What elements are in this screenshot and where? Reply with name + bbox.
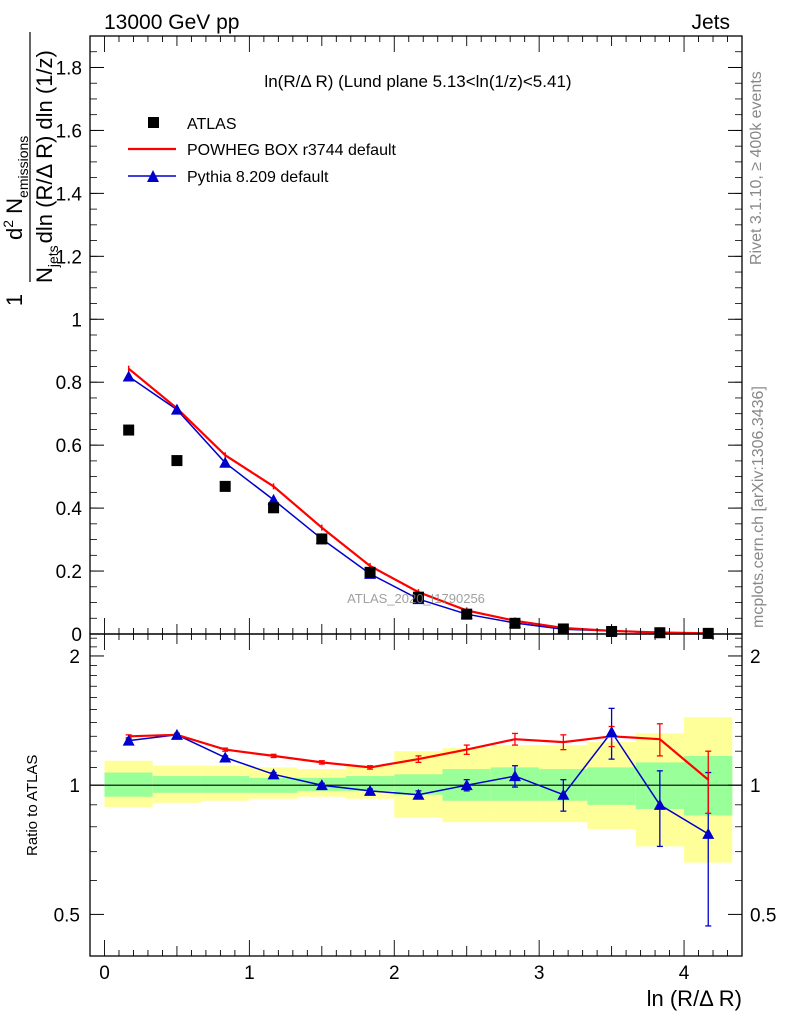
main-ytick-label: 1.4 (56, 184, 83, 205)
atlas-point (461, 608, 473, 620)
main-ytick-label: 1.6 (56, 121, 82, 142)
ylabel-n: N (32, 267, 57, 283)
header-left: 13000 GeV pp (104, 11, 239, 34)
ylabel-denominator-text: Njets dln (R/Δ R) dln (1/z) (32, 50, 61, 283)
main-ytick-label: 0.8 (56, 373, 82, 394)
main-ytick-label: 1 (71, 310, 82, 331)
main-ytick-label: 0.6 (56, 436, 82, 457)
ratio-pythia-point (122, 734, 135, 746)
ratio-ytick-label: 0.5 (54, 905, 80, 926)
inner-band-bin (152, 776, 202, 793)
xtick-label: 3 (534, 963, 545, 984)
ratio-ytick-label: 1 (69, 776, 80, 797)
main-ytick-label: 0 (71, 625, 82, 646)
ratio-axes: 0.5 0.5 1 1 2 2 0 1 2 3 4 (54, 633, 776, 984)
legend: ATLAS POWHEG BOX r3744 default Pythia 8.… (128, 116, 397, 186)
pythia-point (170, 403, 183, 415)
mcplots-label: mcplots.cern.ch [arXiv:1306.3436] (750, 386, 767, 628)
ylabel-numerator: d2 Nemissions (0, 136, 31, 240)
atlas-point (364, 566, 376, 578)
ratio-ytick-label-right: 0.5 (750, 905, 776, 926)
analysis-watermark: ATLAS_2020_I1790256 (347, 591, 485, 606)
ratio-pythia-point (267, 768, 280, 780)
legend-atlas-marker (148, 117, 159, 128)
atlas-point (509, 617, 521, 629)
main-ylabel: 1 d2 Nemissions Njets dln (R/Δ R) dln (1/… (0, 32, 61, 306)
xtick-label: 0 (99, 963, 110, 984)
xtick-label: 4 (679, 963, 690, 984)
rivet-label: Rivet 3.1.10, ≥ 400k events (748, 71, 765, 265)
xtick-label: 1 (244, 963, 255, 984)
ratio-ytick-label-right: 2 (750, 647, 761, 668)
ylabel-n-sub: jets (45, 245, 61, 268)
legend-powheg-label: POWHEG BOX r3744 default (187, 142, 397, 159)
ylabel-n2-sub: emissions (15, 136, 31, 198)
ratio-pythia-point (460, 779, 473, 791)
ratio-ytick-label-right: 1 (750, 776, 761, 797)
ratio-pythia-point (219, 751, 232, 763)
inner-band-bin (394, 774, 443, 795)
plot-title: ln(R/Δ R) (Lund plane 5.13<ln(1/z)<5.41) (264, 72, 571, 91)
main-ytick-label: 0.4 (56, 499, 83, 520)
ratio-pythia-point (508, 770, 521, 782)
ratio-pythia-point (702, 827, 715, 839)
main-ytick-label: 1.8 (56, 58, 82, 79)
ratio-pythia-point (653, 798, 666, 810)
atlas-point (219, 480, 231, 492)
atlas-point (171, 455, 183, 467)
x-axis-title: ln (R/Δ R) (647, 986, 742, 1011)
header-right: Jets (691, 11, 730, 34)
pythia-point (219, 456, 232, 468)
inner-band-bin (201, 776, 250, 793)
ylabel-d2-sup: 2 (0, 220, 16, 228)
atlas-point (412, 591, 424, 603)
ylabel-n2: N (2, 198, 27, 220)
ratio-pythia-point (557, 788, 570, 800)
main-ytick-label: 0.2 (56, 562, 82, 583)
ratio-pythia-point (364, 784, 377, 796)
ratio-ylabel: Ratio to ATLAS (24, 755, 41, 856)
ylabel-one: 1 (2, 294, 27, 306)
atlas-point (654, 627, 666, 639)
xtick-label: 2 (389, 963, 400, 984)
inner-band-bin (346, 776, 395, 791)
ratio-frame (89, 633, 743, 957)
ratio-plot-area (90, 707, 742, 927)
atlas-point (557, 623, 569, 635)
atlas-point (268, 502, 280, 514)
legend-pythia-marker (147, 170, 159, 182)
inner-band-bin (587, 767, 636, 805)
legend-pythia-label: Pythia 8.209 default (187, 169, 329, 186)
atlas-point (123, 424, 135, 436)
ylabel-denominator: dln (R/Δ R) dln (1/z) (32, 50, 57, 243)
ratio-pythia-point (605, 726, 618, 738)
legend-atlas-label: ATLAS (187, 116, 237, 133)
atlas-point (316, 533, 328, 545)
ratio-pythia-point (170, 728, 183, 740)
ylabel-d2: d (2, 228, 27, 240)
pythia-point (267, 493, 280, 505)
ratio-pythia-point (315, 779, 328, 791)
ratio-pythia-point (412, 788, 425, 800)
main-ytick-label: 1.2 (56, 247, 82, 268)
pythia-point (122, 370, 135, 382)
ratio-ytick-label: 2 (69, 647, 80, 668)
